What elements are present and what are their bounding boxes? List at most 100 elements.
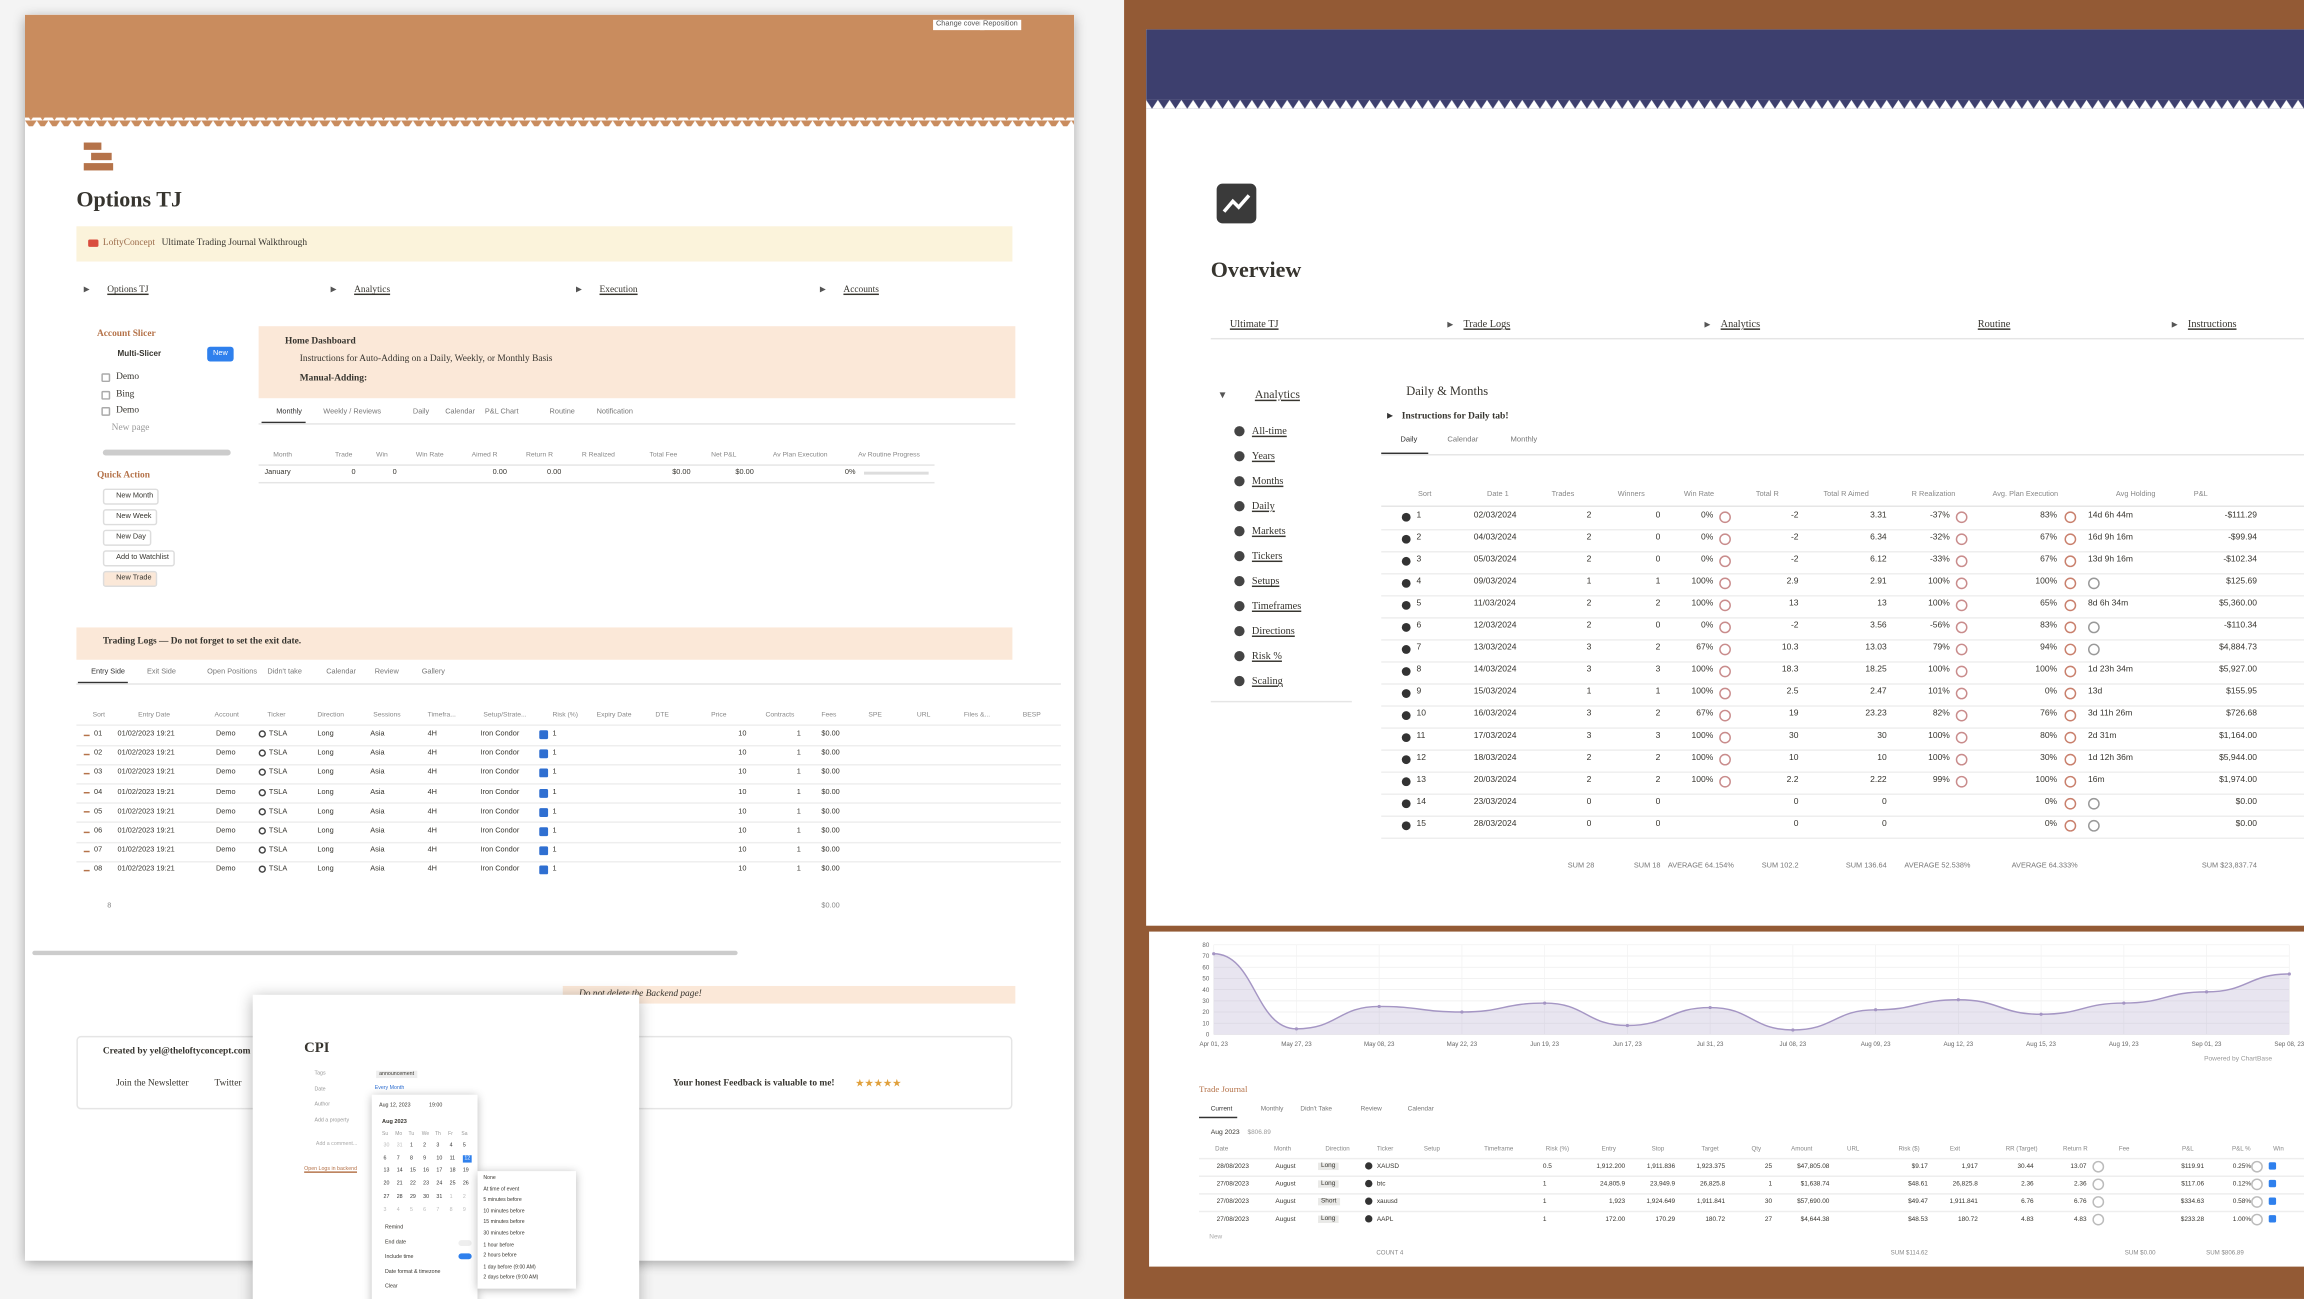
picker-option[interactable]: Remind bbox=[384, 1224, 404, 1231]
win-checkbox[interactable] bbox=[2268, 1215, 2277, 1223]
reminder-option[interactable]: 15 minutes before bbox=[483, 1219, 525, 1225]
view-tab[interactable]: Notification bbox=[596, 407, 633, 417]
picker-option[interactable]: Date format & timezone bbox=[384, 1268, 441, 1275]
view-tab[interactable]: Monthly bbox=[276, 407, 302, 417]
sidebar-link[interactable]: All-time bbox=[1251, 425, 1287, 438]
sidebar-link[interactable]: Markets bbox=[1251, 525, 1286, 538]
nav-link[interactable]: Ultimate TJ bbox=[1229, 318, 1279, 330]
calendar-day[interactable]: 30 bbox=[383, 1142, 390, 1148]
view-tab[interactable]: Routine bbox=[549, 407, 575, 417]
calendar-day[interactable]: 6 bbox=[423, 1205, 427, 1212]
calendar-day[interactable]: 22 bbox=[409, 1180, 416, 1187]
calendar-day[interactable]: 21 bbox=[396, 1180, 403, 1187]
toggle-switch[interactable] bbox=[458, 1240, 472, 1247]
sidebar-link[interactable]: Risk % bbox=[1251, 650, 1282, 662]
footer-link[interactable]: Join the Newsletter bbox=[116, 1078, 189, 1089]
calendar-day[interactable]: 3 bbox=[383, 1205, 387, 1212]
picker-option[interactable]: Include time bbox=[384, 1253, 414, 1260]
nav-link[interactable]: Trade Logs bbox=[1463, 318, 1511, 330]
nav-link[interactable]: Instructions bbox=[2187, 318, 2237, 330]
toggle-switch[interactable] bbox=[458, 1253, 472, 1260]
calendar-day[interactable]: 23 bbox=[423, 1180, 430, 1187]
view-tab[interactable]: Monthly bbox=[1260, 1104, 1284, 1113]
nav-link[interactable]: Analytics bbox=[354, 284, 391, 296]
view-tab[interactable]: Open Positions bbox=[207, 667, 258, 677]
reminder-option[interactable]: 2 hours before bbox=[483, 1252, 517, 1259]
calendar-day[interactable]: 9 bbox=[462, 1205, 466, 1212]
new-button[interactable] bbox=[207, 346, 234, 362]
reminder-option[interactable]: 5 minutes before bbox=[483, 1196, 522, 1203]
nav-link[interactable]: Options TJ bbox=[107, 284, 149, 296]
new-button-label[interactable]: New bbox=[213, 348, 228, 358]
calendar-day[interactable]: 7 bbox=[436, 1205, 440, 1212]
checkbox[interactable] bbox=[101, 373, 111, 383]
reminder-option[interactable]: 10 minutes before bbox=[483, 1207, 525, 1214]
calendar-day[interactable]: 15 bbox=[409, 1167, 416, 1174]
calendar-day[interactable]: 5 bbox=[409, 1205, 413, 1212]
win-checkbox[interactable] bbox=[2268, 1197, 2277, 1205]
calendar-day[interactable]: 4 bbox=[449, 1142, 453, 1148]
reminder-option[interactable]: 30 minutes before bbox=[483, 1230, 525, 1237]
view-tab[interactable]: Review bbox=[1360, 1104, 1382, 1113]
calendar-day[interactable]: 8 bbox=[409, 1154, 413, 1161]
calendar-day[interactable]: 12 bbox=[462, 1154, 472, 1163]
view-tab[interactable]: Review bbox=[374, 667, 399, 677]
view-tab[interactable]: Calendar bbox=[326, 667, 357, 677]
calendar-day[interactable]: 30 bbox=[423, 1193, 430, 1200]
sidebar-link[interactable]: Tickers bbox=[1251, 550, 1283, 563]
calendar-day[interactable]: 10 bbox=[436, 1154, 443, 1161]
reminder-option[interactable]: 1 day before (9:00 AM) bbox=[483, 1263, 536, 1270]
calendar-day[interactable]: 1 bbox=[449, 1193, 453, 1200]
checkbox[interactable] bbox=[101, 390, 111, 399]
link[interactable]: Open Logs in backend bbox=[304, 1165, 358, 1172]
picker-option[interactable]: Clear bbox=[384, 1283, 398, 1289]
view-tab[interactable]: Calendar bbox=[445, 407, 476, 417]
win-checkbox[interactable] bbox=[2268, 1179, 2277, 1188]
calendar-day[interactable]: 19 bbox=[462, 1167, 469, 1174]
calendar-day[interactable]: 25 bbox=[449, 1180, 456, 1187]
calendar-day[interactable]: 26 bbox=[462, 1180, 469, 1187]
nav-link[interactable]: Accounts bbox=[843, 284, 879, 296]
sidebar-link[interactable]: Daily bbox=[1251, 500, 1275, 513]
reminder-option[interactable]: At time of event bbox=[483, 1185, 520, 1192]
calendar-day[interactable]: 14 bbox=[396, 1167, 403, 1174]
view-tab[interactable]: Daily bbox=[1400, 435, 1418, 445]
calendar-day[interactable]: 5 bbox=[462, 1142, 466, 1148]
calendar-day[interactable]: 17 bbox=[436, 1167, 443, 1174]
view-tab[interactable]: Exit Side bbox=[146, 667, 176, 677]
calendar-day[interactable]: 28 bbox=[396, 1193, 403, 1200]
calendar-day[interactable]: 1 bbox=[409, 1142, 413, 1148]
view-tab[interactable]: Entry Side bbox=[91, 667, 126, 677]
nav-link[interactable]: Execution bbox=[599, 284, 638, 296]
quick-action-button[interactable]: New Trade bbox=[102, 571, 158, 588]
calendar-day[interactable]: 24 bbox=[436, 1180, 443, 1187]
calendar-day[interactable]: 13 bbox=[383, 1167, 390, 1174]
calendar-day[interactable]: 11 bbox=[449, 1154, 456, 1161]
reminder-option[interactable]: None bbox=[483, 1174, 496, 1181]
view-tab[interactable]: Monthly bbox=[1510, 435, 1538, 445]
calendar-day[interactable]: 3 bbox=[436, 1142, 440, 1148]
calendar-day[interactable]: 27 bbox=[383, 1193, 390, 1200]
sidebar-link[interactable]: Directions bbox=[1251, 625, 1295, 637]
sidebar-link[interactable]: Timeframes bbox=[1251, 600, 1302, 613]
view-tab[interactable]: Current bbox=[1210, 1104, 1233, 1113]
picker-option[interactable]: End date bbox=[384, 1238, 407, 1245]
quick-action-button[interactable]: New Week bbox=[102, 508, 158, 525]
nav-link[interactable]: Routine bbox=[1977, 318, 2011, 330]
sidebar-link[interactable]: Years bbox=[1251, 450, 1275, 463]
footer-link[interactable]: Twitter bbox=[214, 1078, 242, 1089]
calendar-day[interactable]: 20 bbox=[383, 1180, 390, 1187]
cover-button[interactable]: Change cover bbox=[933, 19, 985, 31]
view-tab[interactable]: Gallery bbox=[421, 667, 445, 677]
calendar-day[interactable]: 16 bbox=[423, 1167, 430, 1174]
new-row[interactable]: New bbox=[1209, 1232, 1223, 1240]
calendar-day[interactable]: 2 bbox=[423, 1142, 427, 1148]
calendar-day[interactable]: 2 bbox=[462, 1193, 466, 1200]
view-tab[interactable]: Daily bbox=[412, 407, 430, 417]
view-tab[interactable]: Didn't Take bbox=[1300, 1104, 1333, 1113]
reminder-option[interactable]: 2 days before (9:00 AM) bbox=[483, 1274, 539, 1281]
reminder-option[interactable]: 1 hour before bbox=[483, 1241, 515, 1248]
calendar-day[interactable]: 31 bbox=[436, 1193, 443, 1200]
sidebar-link[interactable]: Months bbox=[1251, 475, 1284, 488]
calendar-day[interactable]: 7 bbox=[396, 1154, 400, 1161]
